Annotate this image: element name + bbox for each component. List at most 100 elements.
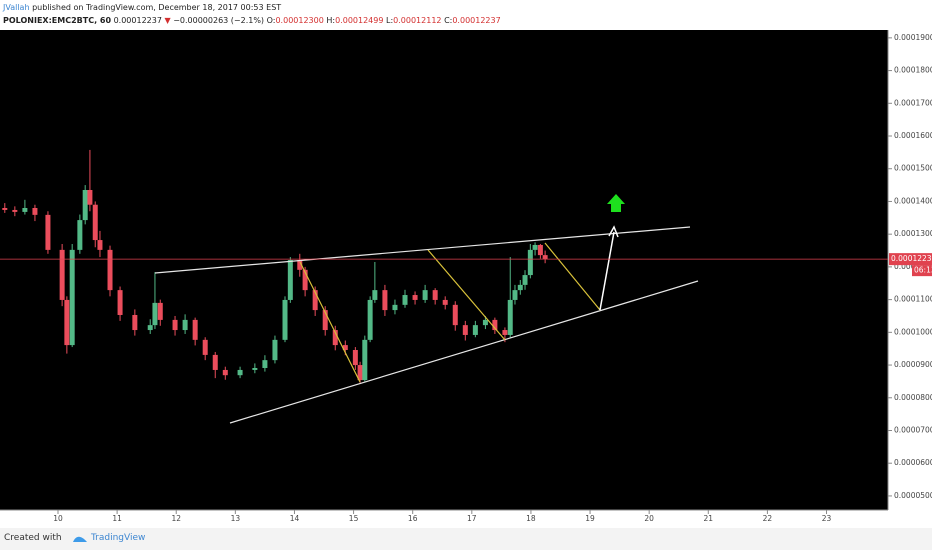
x-tick-label: 10 (53, 514, 63, 523)
x-tick-label: 13 (231, 514, 241, 523)
candle-body (472, 325, 478, 335)
y-tick-label: 0.00017000 (894, 98, 932, 107)
candle-body (287, 260, 293, 300)
candle-body (507, 299, 513, 335)
y-tick-label: 0.00011000 (894, 295, 932, 304)
symbol: POLONIEX:EMC2BTC, 60 (3, 16, 112, 25)
candle-body (517, 284, 523, 291)
candle-body (522, 275, 528, 285)
candle-body (92, 204, 98, 241)
y-tick-label: 0.00014000 (894, 196, 932, 205)
ohlc-label: O: (266, 16, 276, 25)
ohlc-label: H: (326, 16, 336, 25)
candle-body (152, 302, 158, 326)
candle-body (252, 367, 258, 370)
ohlc-value: 0.00012237 (452, 16, 501, 25)
ohlc-l: L:0.00012112 (386, 16, 442, 25)
y-tick-label: 0.00019000 (894, 33, 932, 42)
candle-body (12, 209, 18, 212)
candle-body (262, 360, 268, 368)
projection-arrow (599, 231, 615, 311)
candle-body (312, 290, 318, 311)
wave-line (299, 261, 361, 383)
published: published on TradingView.com, December 1… (32, 3, 282, 12)
candle-body (222, 369, 228, 376)
candle-body (502, 330, 508, 335)
candle-body (527, 249, 533, 276)
candle-body (107, 249, 113, 291)
candle-body (422, 290, 428, 300)
x-tick-label: 18 (526, 514, 536, 523)
candle-body (362, 339, 368, 381)
candle-body (402, 295, 408, 305)
author[interactable]: JVallah (3, 3, 30, 12)
created-with: Created with (4, 533, 62, 543)
up-arrow-icon (607, 194, 625, 212)
candle-body (117, 290, 123, 315)
candle-body (64, 299, 70, 346)
y-tick-label: 0.00013000 (894, 229, 932, 238)
candle-body (492, 319, 498, 331)
ohlc-c: C:0.00012237 (444, 16, 501, 25)
wave-line (427, 249, 506, 341)
ohlc-value: 0.00012112 (393, 16, 442, 25)
candle-body (382, 290, 388, 311)
y-tick-label: 0.00016000 (894, 131, 932, 140)
candle-body (157, 302, 163, 320)
footer: Created with TradingView (0, 528, 932, 550)
candle-body (182, 319, 188, 331)
candle-body (132, 314, 138, 331)
candle-body (147, 325, 153, 331)
change: −0.00000263 (−2.1%) (173, 16, 265, 25)
lower-trendline (229, 280, 699, 424)
y-tick-label: 0.00018000 (894, 66, 932, 75)
candle-body (442, 299, 448, 305)
candle-body (432, 290, 438, 300)
candle-body (532, 244, 538, 250)
candle-body (542, 255, 548, 260)
brand[interactable]: TradingView (91, 533, 146, 543)
candle-body (32, 207, 38, 215)
x-tick-label: 22 (763, 514, 773, 523)
price-box (889, 253, 932, 266)
x-tick-label: 16 (408, 514, 418, 523)
candle-body (282, 299, 288, 340)
y-tick-label: 0.00006000 (894, 458, 932, 467)
ohlc-value: 0.00012499 (335, 16, 384, 25)
candle-body (372, 290, 378, 300)
candle-body (22, 207, 28, 212)
chart: 0.00019000 0.00018000 0.00017000 0.00016000… (0, 30, 932, 523)
countdown-box (912, 265, 932, 277)
publish-line: JVallah published on TradingView.com, De… (3, 3, 281, 12)
candle-body (82, 190, 88, 221)
x-tick-label: 15 (349, 514, 359, 523)
x-tick-label: 17 (467, 514, 477, 523)
x-tick-label: 12 (171, 514, 181, 523)
x-tick-label: 20 (644, 514, 654, 523)
y-tick-label: 0.00007000 (894, 425, 932, 434)
price-label: 0.00012237 (891, 254, 932, 263)
ohlc-label: C: (444, 16, 453, 25)
candle-body (59, 249, 65, 300)
candle-body (332, 330, 338, 346)
candle-body (97, 240, 103, 250)
plot-background (0, 30, 888, 510)
x-tick-label: 23 (822, 514, 832, 523)
last: 0.00012237 (113, 16, 162, 25)
candle-body (392, 304, 398, 311)
candle-body (87, 190, 93, 205)
ohlc-label: L: (386, 16, 394, 25)
candle-body (237, 369, 243, 376)
candle-body (357, 365, 363, 381)
candle-body (302, 269, 308, 291)
projection-arrow-head (608, 225, 619, 238)
y-tick-label: 0.00005000 (894, 491, 932, 500)
candle-body (367, 299, 373, 340)
candle-body (352, 350, 358, 366)
ohlc-o: O:0.00012300 (267, 16, 324, 25)
candle-body (192, 319, 198, 340)
x-tick-label: 19 (585, 514, 595, 523)
candle-body (482, 319, 488, 326)
candle-body (212, 354, 218, 370)
